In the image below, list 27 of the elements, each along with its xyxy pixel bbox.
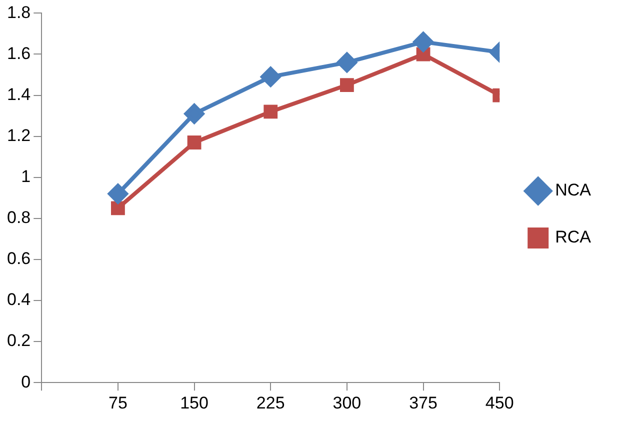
y-tick-label: 0.6 — [6, 249, 31, 268]
y-tick-label: 1.4 — [6, 84, 31, 104]
y-tick-label: 0.4 — [6, 290, 31, 310]
legend-label: RCA — [555, 228, 592, 247]
x-tick-label: 375 — [409, 393, 438, 412]
point — [260, 66, 281, 87]
y-tick-label: 0.8 — [6, 208, 31, 228]
y-tick-label: 0 — [21, 372, 31, 392]
y-tick-label: 1.2 — [6, 126, 31, 146]
legend-label: NCA — [555, 180, 592, 200]
point — [187, 136, 202, 150]
point — [413, 32, 434, 52]
x-tick-label: 450 — [485, 393, 514, 412]
point — [264, 104, 278, 119]
point — [108, 184, 128, 204]
x-tick-label: 225 — [256, 393, 285, 412]
point — [340, 78, 354, 92]
y-tick-label: 1.8 — [6, 2, 31, 22]
point — [184, 104, 204, 124]
y-tick-label: 1.6 — [6, 44, 31, 63]
x-tick-label: 150 — [180, 393, 208, 412]
point — [111, 201, 125, 216]
point — [336, 52, 357, 72]
x-tick-label: 75 — [108, 393, 128, 412]
y-tick-label: 1 — [21, 167, 31, 186]
x-tick-label: 300 — [332, 393, 362, 412]
y-tick-label: 0.2 — [6, 331, 31, 350]
